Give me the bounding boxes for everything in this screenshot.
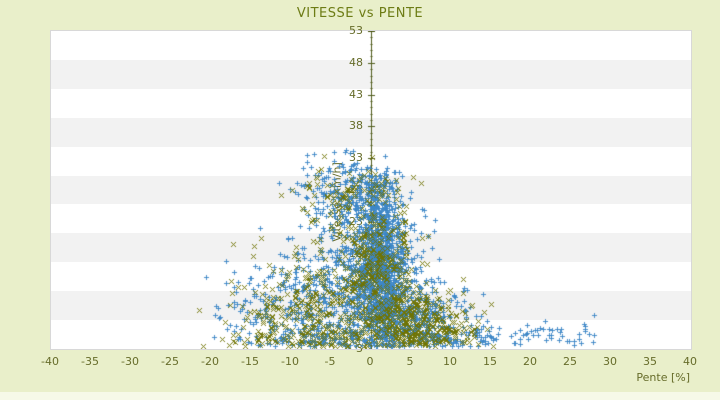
x-tick-label: 40: [683, 355, 697, 368]
bottom-strip: [0, 392, 720, 400]
x-tick-label: -25: [161, 355, 179, 368]
x-axis-title: Pente [%]: [636, 371, 690, 384]
x-tick-label: -30: [121, 355, 139, 368]
x-tick-label: 5: [406, 355, 414, 368]
x-tick-label: -10: [281, 355, 299, 368]
x-tick-label: 10: [443, 355, 457, 368]
x-tick-label: 25: [563, 355, 577, 368]
x-tick-label: -20: [201, 355, 219, 368]
x-tick-label: 0: [366, 355, 374, 368]
x-tick-label: 30: [603, 355, 617, 368]
chart-title: VITESSE vs PENTE: [296, 6, 424, 21]
x-tick-label: 35: [643, 355, 657, 368]
scatter-points-canvas: [51, 31, 691, 349]
x-tick-label: 15: [483, 355, 497, 368]
x-tick-label: 20: [523, 355, 537, 368]
plot-area: 38131823283338434853 Vitesse [km/h]: [50, 24, 692, 355]
x-tick-label: -35: [81, 355, 99, 368]
x-tick-label: -40: [41, 355, 59, 368]
x-tick-label: -5: [324, 355, 336, 368]
x-tick-label: -15: [241, 355, 259, 368]
